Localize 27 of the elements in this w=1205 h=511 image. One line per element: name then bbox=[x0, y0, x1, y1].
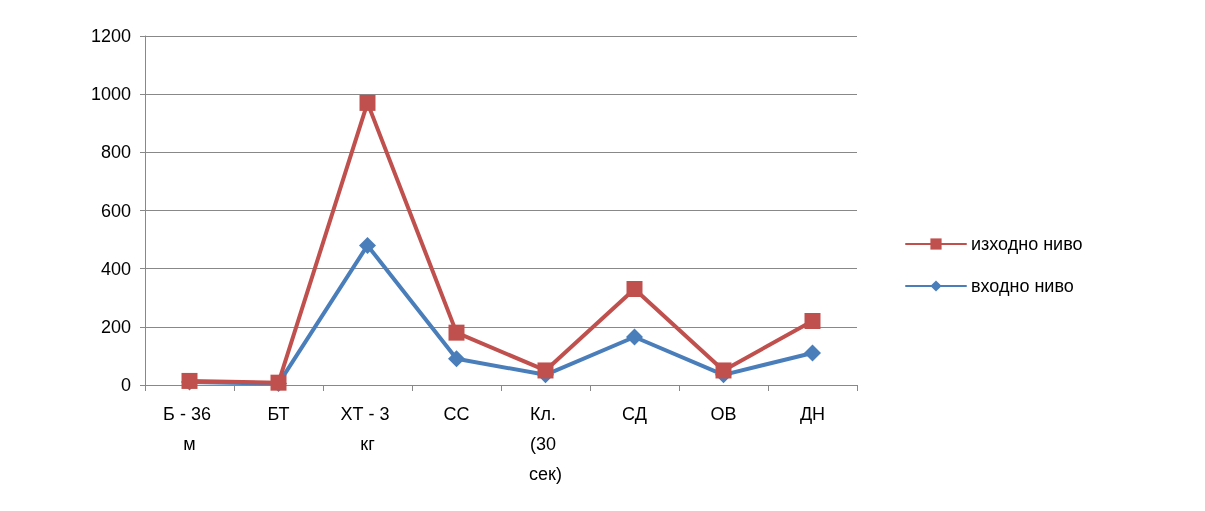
point bbox=[359, 236, 376, 254]
y-tick-label: 400 bbox=[100, 258, 131, 279]
x-tick-label: ДН bbox=[799, 404, 826, 424]
point bbox=[359, 94, 376, 111]
y-tick-label: 1200 bbox=[90, 26, 131, 46]
point bbox=[626, 281, 643, 298]
y-tick-label: 200 bbox=[100, 316, 131, 337]
point bbox=[804, 313, 821, 330]
x-tick-label: БТ bbox=[267, 404, 290, 424]
point bbox=[804, 344, 821, 362]
x-tick-label: Кл. (30 сек) bbox=[529, 404, 562, 484]
legend-label: изходно ниво bbox=[971, 234, 1083, 254]
legend-label: входно ниво bbox=[971, 276, 1074, 296]
point bbox=[626, 328, 643, 346]
y-tick-label: 0 bbox=[120, 375, 131, 395]
x-tick-label: Б - 36 м bbox=[163, 404, 216, 454]
x-tick-label: ОВ bbox=[710, 404, 737, 424]
point bbox=[448, 324, 465, 341]
x-tick-label: ХТ - 3 кг bbox=[340, 404, 395, 454]
point bbox=[537, 362, 554, 379]
point bbox=[715, 362, 732, 379]
point bbox=[448, 350, 465, 368]
x-tick-label: СД bbox=[622, 404, 647, 424]
y-tick-label: 800 bbox=[100, 142, 131, 163]
y-tick-label: 1000 bbox=[90, 84, 131, 105]
x-tick-label: СС bbox=[443, 404, 470, 424]
y-tick-label: 600 bbox=[100, 200, 131, 221]
